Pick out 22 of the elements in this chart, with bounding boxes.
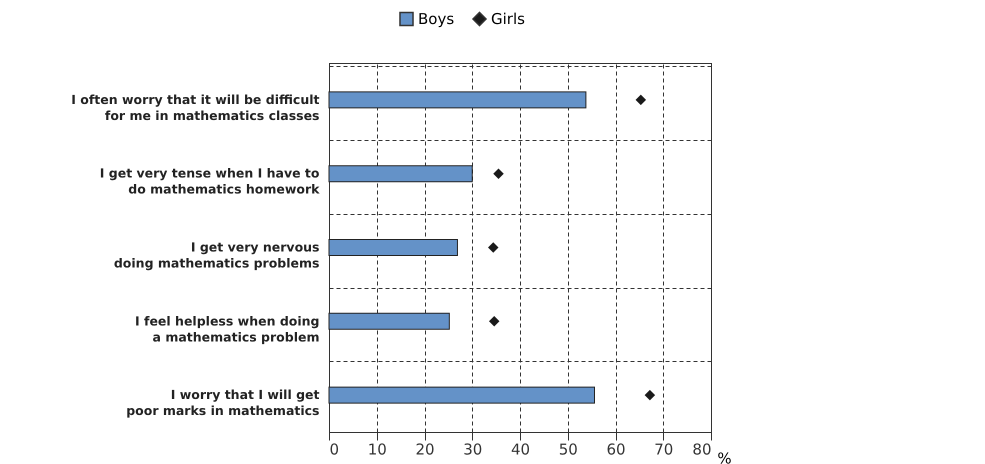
x-tick-label: 80 xyxy=(692,440,712,458)
point xyxy=(636,94,646,106)
point xyxy=(488,242,499,253)
legend-label: Boys xyxy=(418,10,454,28)
x-tick-label: 0 xyxy=(330,440,340,458)
y-tick-label: I worry that I will get poor marks in mathematics xyxy=(126,387,320,418)
x-tick-label: 20 xyxy=(415,440,435,458)
point xyxy=(488,316,500,327)
x-tick-label: 60 xyxy=(606,440,626,458)
x-axis-title: % xyxy=(717,450,732,464)
point xyxy=(493,168,504,179)
x-tick-label: 10 xyxy=(368,440,387,458)
y-tick-label: I get very tense when I have to do mathematics homework xyxy=(100,166,320,197)
x-tick-label: 70 xyxy=(654,440,674,458)
x-tick-label: 50 xyxy=(558,440,578,458)
x-tick-label: 30 xyxy=(463,440,482,458)
x-tick-label: 40 xyxy=(510,440,530,458)
y-tick-label: I get very nervous doing mathematics problems xyxy=(114,240,320,270)
y-tick-label: I feel helpless when doing a mathematics problem xyxy=(135,313,320,344)
y-tick-label: I often worry that it will be difficult for me in mathematics classes xyxy=(71,92,320,123)
legend-label: Girls xyxy=(491,10,526,28)
point xyxy=(644,390,656,400)
